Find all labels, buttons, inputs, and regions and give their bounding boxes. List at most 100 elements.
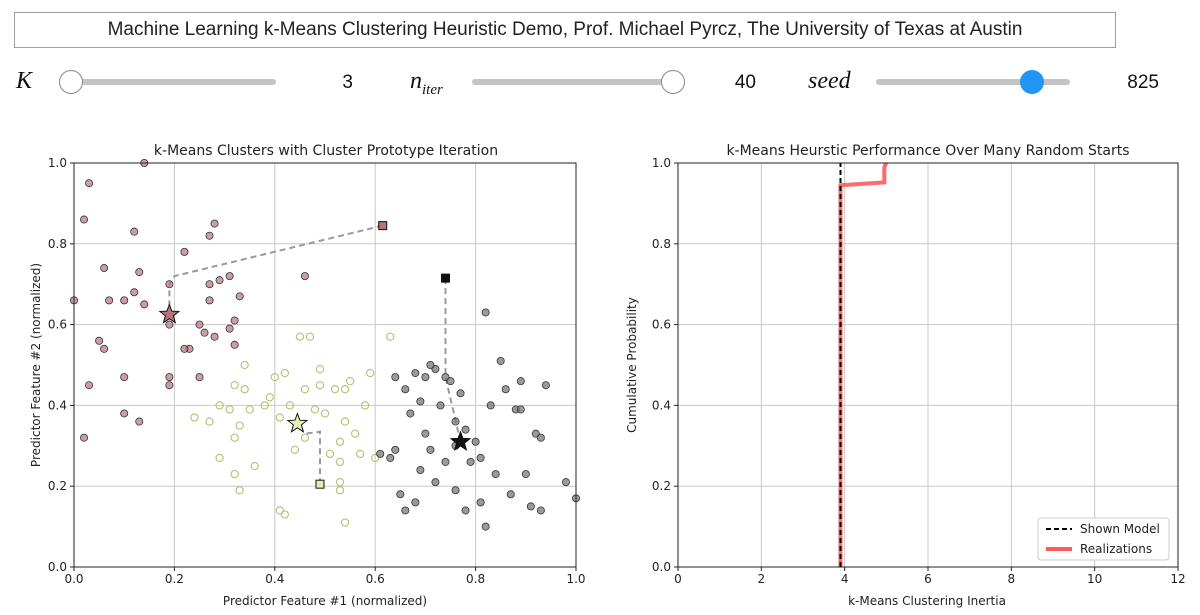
left-chart-x-ticks: 0.0 0.2 0.4 0.6 0.8 1.0 xyxy=(64,567,586,586)
inertia-cdf-chart: k-Means Heurstic Performance Over Many R… xyxy=(625,143,1186,608)
cluster-1-point xyxy=(120,373,129,382)
cluster-3-point xyxy=(386,453,395,462)
niter-slider-track[interactable] xyxy=(472,79,675,85)
cluster-3-point xyxy=(461,425,470,434)
seed-slider-track[interactable] xyxy=(876,79,1070,85)
cluster-3-point xyxy=(416,466,425,475)
right-y-tick-label: 0.6 xyxy=(652,318,671,332)
k-slider-track[interactable] xyxy=(70,79,276,85)
right-x-tick-label: 6 xyxy=(924,572,932,586)
cluster-2-point xyxy=(345,377,355,386)
cluster-2-point xyxy=(205,417,214,426)
right-x-tick-label: 4 xyxy=(841,572,849,586)
right-chart-ylabel: Cumulative Probability xyxy=(625,297,639,433)
cluster-2-point xyxy=(280,368,289,378)
legend: Shown Model Realizations xyxy=(1037,517,1170,561)
cluster-2-point xyxy=(280,510,289,519)
cluster-2-point xyxy=(315,381,325,390)
cluster-2-point xyxy=(265,393,274,402)
cluster-1-point xyxy=(140,300,149,309)
cluster-1-point xyxy=(210,332,219,341)
cluster-1-final-prototype xyxy=(158,303,181,324)
cluster-scatter-chart: k-Means Clusters with Cluster Prototype … xyxy=(29,143,586,608)
right-x-tick-label: 8 xyxy=(1008,572,1016,586)
cluster-2-point xyxy=(275,413,284,422)
seed-slider-thumb[interactable] xyxy=(1020,70,1044,94)
prototype-markers xyxy=(158,221,472,489)
cluster-3-trace xyxy=(444,278,462,443)
cluster-3-point xyxy=(491,470,500,479)
cluster-2-point xyxy=(340,385,350,394)
cluster-1-point xyxy=(100,344,109,353)
cluster-3-point xyxy=(431,478,440,487)
left-chart-xlabel: Predictor Feature #1 (normalized) xyxy=(223,594,427,608)
app-title: Machine Learning k-Means Clustering Heur… xyxy=(14,12,1116,48)
right-x-tick-label: 0 xyxy=(674,572,682,586)
cluster-1-initial-prototype xyxy=(378,221,388,231)
right-chart-title: k-Means Heurstic Performance Over Many R… xyxy=(726,143,1129,159)
cluster-2-point xyxy=(215,453,224,463)
cluster-1-point xyxy=(100,264,109,273)
left-y-tick-label: 0.0 xyxy=(48,560,67,574)
cluster-2-point xyxy=(320,409,330,418)
cluster-3-point xyxy=(461,506,470,515)
cluster-3-point xyxy=(376,449,385,458)
left-y-tick-label: 0.4 xyxy=(48,398,67,412)
k-slider-thumb[interactable] xyxy=(59,70,83,94)
cluster-2-point xyxy=(245,405,254,414)
cluster-3-point xyxy=(441,457,450,466)
cluster-3-point xyxy=(496,356,505,365)
cluster-3-point xyxy=(536,433,545,442)
cluster-2-point xyxy=(335,457,345,467)
cluster-3-point xyxy=(411,369,420,378)
right-chart-frame xyxy=(677,162,1179,568)
cluster-2-point xyxy=(240,385,249,394)
cluster-2-point xyxy=(295,332,305,341)
cluster-2-point xyxy=(325,449,335,459)
left-x-tick-label: 1.0 xyxy=(566,572,585,586)
right-x-tick-label: 12 xyxy=(1170,572,1185,586)
cluster-1-point xyxy=(210,219,219,228)
cluster-1-point xyxy=(230,316,239,325)
cluster-2-point xyxy=(386,332,395,341)
right-x-tick-label: 2 xyxy=(758,572,766,586)
cluster-2-point xyxy=(240,360,249,370)
left-x-tick-label: 0.6 xyxy=(366,572,385,586)
right-x-tick-label: 10 xyxy=(1087,572,1102,586)
cluster-1-point xyxy=(120,409,129,418)
cluster-1-point xyxy=(165,381,174,390)
cluster-2-point xyxy=(300,385,310,394)
cluster-2-point xyxy=(290,445,300,454)
cluster-2-point xyxy=(305,332,315,341)
right-y-tick-label: 0.0 xyxy=(652,560,671,574)
seed-slider-label: seed xyxy=(808,68,851,94)
cluster-2-point xyxy=(250,461,259,471)
niter-slider-thumb[interactable] xyxy=(661,70,685,94)
cluster-3-point xyxy=(391,373,400,382)
cluster-3-point xyxy=(516,377,525,386)
niter-slider-value: 40 xyxy=(734,72,756,93)
left-chart-ylabel: Predictor Feature #2 (normalized) xyxy=(29,263,43,467)
left-y-tick-label: 1.0 xyxy=(48,156,67,170)
cluster-3-point xyxy=(446,377,455,386)
seed-slider-value: 825 xyxy=(1127,72,1159,93)
prototype-traces xyxy=(168,224,462,485)
left-x-tick-label: 0.2 xyxy=(165,572,184,586)
left-chart-frame xyxy=(73,162,577,568)
cluster-1-point xyxy=(80,215,89,224)
cluster-1-point xyxy=(135,268,144,277)
cluster-1-point xyxy=(165,280,174,289)
cluster-3-point xyxy=(521,470,530,479)
cluster-1-point xyxy=(85,381,94,390)
cluster-2-point xyxy=(350,429,360,438)
cluster-3-point xyxy=(561,478,570,487)
cluster-1-point xyxy=(85,179,94,188)
cluster-1-point xyxy=(135,417,144,426)
cluster-3-point xyxy=(506,490,515,499)
cluster-2-point xyxy=(230,381,239,390)
cluster-1-point xyxy=(165,373,174,382)
cluster-3-point xyxy=(476,453,485,462)
cluster-2-point xyxy=(340,417,350,426)
cluster-2-point xyxy=(270,372,279,382)
cluster-3-initial-prototype xyxy=(440,273,450,283)
